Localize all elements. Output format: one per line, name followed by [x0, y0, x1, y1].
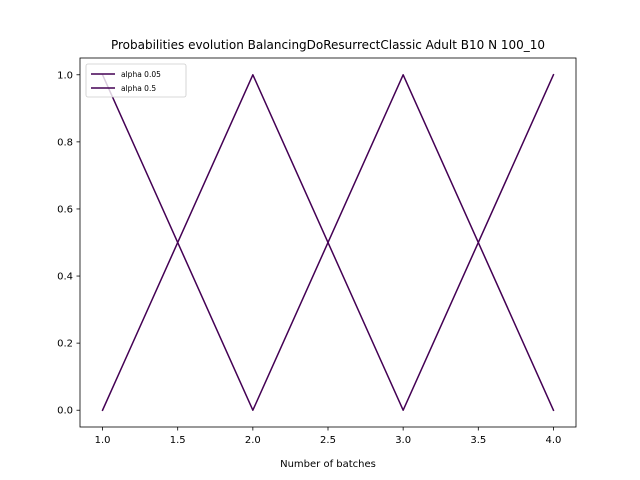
- x-tick-label: 1.5: [170, 435, 186, 446]
- x-tick-label: 1.0: [95, 435, 111, 446]
- y-tick-label: 0.8: [57, 137, 73, 148]
- y-tick-label: 1.0: [57, 70, 73, 81]
- y-axis-ticks: 0.0 0.2 0.4 0.6 0.8 1.0: [57, 70, 80, 417]
- x-axis-ticks: 1.0 1.5 2.0 2.5 3.0 3.5 4.0: [95, 427, 562, 446]
- x-tick-label: 3.5: [470, 435, 486, 446]
- y-tick-label: 0.4: [57, 272, 73, 283]
- legend-label-1: alpha 0.5: [121, 84, 156, 93]
- legend: alpha 0.05 alpha 0.5: [85, 63, 187, 98]
- x-axis-label: Number of batches: [280, 459, 376, 470]
- y-tick-label: 0.6: [57, 204, 73, 215]
- y-tick-label: 0.0: [57, 406, 73, 417]
- legend-label-0: alpha 0.05: [121, 70, 161, 79]
- y-tick-label: 0.2: [57, 339, 73, 350]
- x-tick-label: 2.5: [320, 435, 336, 446]
- x-tick-label: 4.0: [546, 435, 562, 446]
- plot-series: [101, 73, 555, 412]
- plot-frame: [79, 57, 577, 428]
- series-line-1: [101, 73, 555, 412]
- x-tick-label: 3.0: [395, 435, 411, 446]
- chart-title: Probabilities evolution BalancingDoResur…: [111, 38, 545, 52]
- x-tick-label: 2.0: [245, 435, 261, 446]
